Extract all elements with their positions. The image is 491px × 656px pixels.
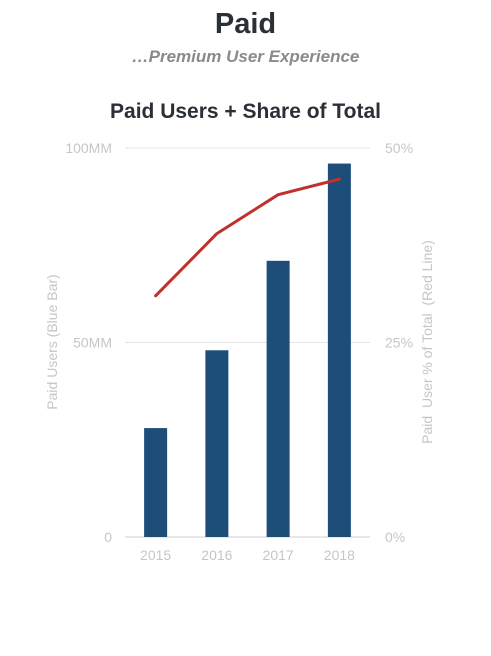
y-left-tick-label: 50MM	[73, 335, 112, 351]
page-subtitle: …Premium User Experience	[131, 47, 360, 66]
y-axis-left-title: Paid Users (Blue Bar)	[44, 274, 60, 409]
x-tick-label: 2017	[263, 547, 294, 563]
page-title: Paid	[214, 8, 277, 40]
y-right-tick-label: 50%	[385, 140, 413, 156]
bar-2015	[144, 428, 168, 537]
bar-2018	[327, 163, 351, 537]
bar-2016	[205, 350, 229, 537]
y-right-tick-label: 0%	[385, 529, 405, 545]
bar-2017	[266, 260, 290, 537]
y-left-tick-label: 0	[104, 529, 112, 545]
tick-labels: 0 50MM 100MM 0% 25% 50% 2015 2016 2017 2018	[65, 140, 413, 563]
y-right-tick-label: 25%	[385, 335, 413, 351]
share-line	[154, 177, 341, 298]
y-left-tick-label: 100MM	[65, 140, 112, 156]
bar-series	[144, 163, 351, 537]
line-series	[154, 177, 341, 298]
chart-title: Paid Users + Share of Total	[110, 100, 381, 123]
x-tick-label: 2015	[140, 547, 171, 563]
y-axis-right-title: Paid User % of Total (Red Line)	[419, 240, 435, 444]
x-tick-label: 2018	[324, 547, 355, 563]
x-tick-label: 2016	[201, 547, 232, 563]
